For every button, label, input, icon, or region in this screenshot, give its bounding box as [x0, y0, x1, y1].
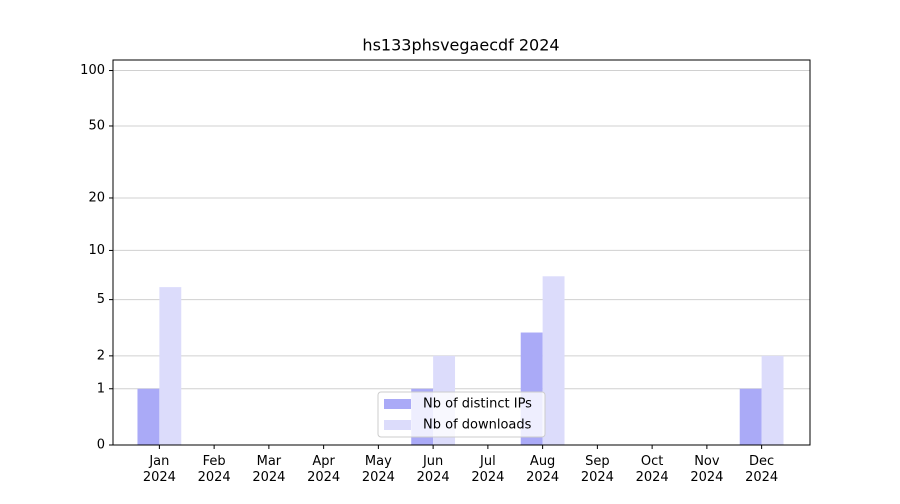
bar: [542, 276, 565, 445]
x-tick-label: Aug 2024: [526, 454, 559, 485]
x-tick-label: Apr 2024: [307, 454, 340, 485]
plot-frame: [112, 59, 811, 446]
y-tick-label: 20: [88, 190, 105, 205]
y-tick-label: 0: [97, 438, 105, 453]
chart-title: hs133phsvegaecdf 2024: [362, 36, 559, 55]
legend-swatch: [384, 420, 411, 430]
legend-swatch: [384, 399, 411, 409]
y-tick-label: 50: [88, 118, 105, 133]
x-tick-label: Oct 2024: [636, 454, 669, 485]
y-tick-label: 1: [97, 381, 105, 396]
x-tick-label: Mar 2024: [252, 454, 285, 485]
x-tick-label: Dec 2024: [745, 454, 778, 485]
bar: [137, 388, 160, 445]
legend: [377, 391, 546, 438]
y-tick-label: 100: [80, 63, 105, 78]
bar: [739, 388, 762, 445]
bar: [159, 287, 182, 445]
x-tick-label: Nov 2024: [690, 454, 723, 485]
x-tick-label: Jun 2024: [417, 454, 450, 485]
x-tick-label: Jul 2024: [471, 454, 504, 485]
x-tick-label: Sep 2024: [581, 454, 614, 485]
x-tick-label: Feb 2024: [198, 454, 231, 485]
bar: [761, 355, 784, 445]
y-tick-label: 5: [97, 292, 105, 307]
x-tick-label: Jan 2024: [143, 454, 176, 485]
y-tick-label: 2: [97, 348, 105, 363]
legend-label: Nb of downloads: [423, 418, 532, 433]
legend-label: Nb of distinct IPs: [423, 397, 532, 412]
x-tick-label: May 2024: [362, 454, 395, 485]
y-tick-label: 10: [88, 243, 105, 258]
